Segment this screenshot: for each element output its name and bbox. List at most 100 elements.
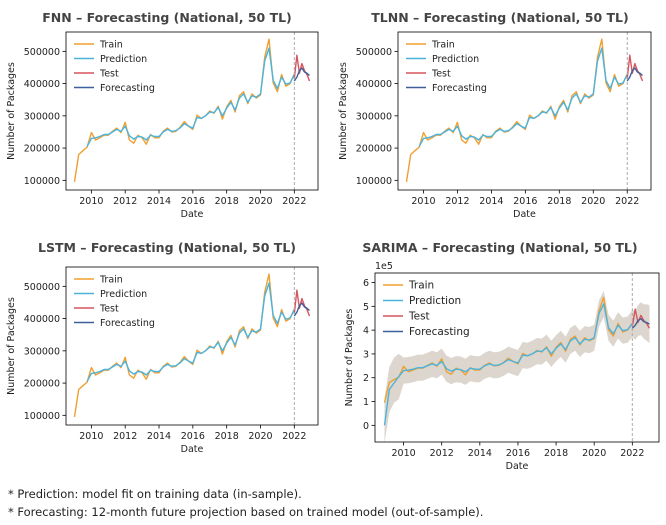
prediction-line (418, 47, 628, 147)
prediction-line (86, 282, 295, 382)
y-tick-label: 300000 (356, 111, 392, 122)
x-tick-label: 2012 (113, 196, 137, 207)
x-tick-label: 2020 (248, 431, 272, 442)
y-tick-label: 300000 (24, 111, 60, 122)
forecasting-line (293, 67, 310, 82)
axes-frame (374, 272, 660, 443)
y-axis-label: Number of Packages (6, 297, 17, 395)
test-line (293, 289, 311, 317)
prediction-line (383, 303, 633, 426)
x-tick-label: 2014 (468, 448, 492, 459)
x-tick-label: 2014 (479, 196, 503, 207)
data-layer (383, 290, 651, 442)
x-tick-label: 2022 (615, 196, 639, 207)
prediction-line (86, 47, 295, 147)
y-tick-label: 500000 (24, 47, 60, 58)
test-line (631, 308, 651, 329)
forecasting-line (631, 318, 650, 329)
legend: Train Prediction Test Forecasting (406, 40, 487, 94)
axes-frame (397, 31, 652, 191)
legend-label-forecasting: Forecasting (432, 83, 487, 94)
axes-frame (65, 266, 319, 426)
y-axis-label: Number of Packages (338, 62, 349, 160)
legend-label-train: Train (99, 40, 123, 51)
chart-title: LSTM – Forecasting (National, 50 TL) (38, 240, 296, 255)
x-tick-label: 2016 (506, 448, 530, 459)
chart-panel-4: SARIMA – Forecasting (National, 50 TL)20… (344, 240, 660, 472)
x-tick-label: 2012 (430, 448, 454, 459)
x-tick-label: 2012 (113, 431, 137, 442)
x-tick-label: 2022 (620, 448, 644, 459)
y-axis-label: Number of Packages (6, 62, 17, 160)
y-tick-label: 2 (363, 373, 369, 384)
legend-label-prediction: Prediction (100, 289, 147, 300)
y-axis-label: Number of Packages (344, 309, 355, 407)
footnote-prediction: * Prediction: model fit on training data… (8, 487, 302, 501)
x-tick-label: 2018 (215, 196, 239, 207)
x-tick-label: 2010 (411, 196, 435, 207)
y-tick-label: 3 (363, 349, 369, 360)
y-offset-label: 1e5 (375, 261, 393, 272)
x-tick-label: 2022 (282, 431, 306, 442)
legend-label-test: Test (431, 69, 451, 80)
y-tick-label: 4 (363, 326, 369, 337)
x-tick-label: 2014 (147, 431, 171, 442)
data-layer (73, 273, 311, 418)
x-tick-label: 2010 (79, 196, 103, 207)
data-layer (73, 38, 311, 183)
forecasting-line (626, 67, 643, 82)
footnote-forecasting: * Forecasting: 12-month future projectio… (8, 505, 484, 519)
y-tick-label: 100000 (24, 411, 60, 422)
legend-label-train: Train (431, 40, 455, 51)
legend-label-prediction: Prediction (432, 54, 479, 65)
x-tick-label: 2010 (391, 448, 415, 459)
x-tick-label: 2016 (181, 431, 205, 442)
x-tick-label: 2020 (581, 196, 605, 207)
chart-title: SARIMA – Forecasting (National, 50 TL) (362, 240, 637, 255)
chart-title: TLNN – Forecasting (National, 50 TL) (371, 10, 629, 25)
x-axis-label: Date (506, 461, 529, 472)
y-tick-label: 200000 (24, 144, 60, 155)
legend-label-prediction: Prediction (409, 295, 461, 307)
legend-label-train: Train (408, 280, 434, 292)
x-axis-label: Date (513, 209, 536, 220)
x-tick-label: 2018 (544, 448, 568, 459)
x-axis-label: Date (181, 209, 204, 220)
x-tick-label: 2014 (147, 196, 171, 207)
legend-label-prediction: Prediction (100, 54, 147, 65)
y-tick-label: 400000 (356, 79, 392, 90)
legend-label-forecasting: Forecasting (409, 326, 470, 338)
x-tick-label: 2020 (582, 448, 606, 459)
y-tick-label: 500000 (24, 282, 60, 293)
x-tick-label: 2012 (445, 196, 469, 207)
data-layer (405, 38, 644, 183)
y-tick-label: 200000 (24, 379, 60, 390)
chart-panel-1: FNN – Forecasting (National, 50 TL) 2010 2… (6, 10, 319, 220)
legend-label-test: Test (99, 304, 119, 315)
y-tick-label: 0 (363, 421, 369, 432)
x-tick-label: 2018 (547, 196, 571, 207)
legend-label-forecasting: Forecasting (100, 318, 155, 329)
chart-panel-3: LSTM – Forecasting (National, 50 TL) 2010… (6, 240, 319, 455)
x-tick-label: 2022 (282, 196, 306, 207)
x-axis-label: Date (181, 444, 204, 455)
y-tick-label: 1 (363, 397, 369, 408)
legend-label-forecasting: Forecasting (100, 83, 155, 94)
test-line (626, 54, 644, 82)
legend-label-test: Test (99, 69, 119, 80)
confidence-band (384, 290, 650, 442)
forecasting-line (293, 302, 310, 317)
x-tick-label: 2020 (248, 196, 272, 207)
y-tick-label: 5 (363, 302, 369, 313)
chart-panel-2: TLNN – Forecasting (National, 50 TL) 2010… (338, 10, 652, 220)
y-tick-label: 300000 (24, 346, 60, 357)
axes-frame (65, 31, 319, 191)
y-tick-label: 100000 (356, 176, 392, 187)
test-line (293, 54, 311, 82)
y-tick-label: 6 (363, 278, 369, 289)
y-tick-label: 500000 (356, 47, 392, 58)
x-tick-label: 2016 (181, 196, 205, 207)
legend-label-train: Train (99, 275, 123, 286)
legend: Train Prediction Test Forecasting (383, 280, 470, 338)
